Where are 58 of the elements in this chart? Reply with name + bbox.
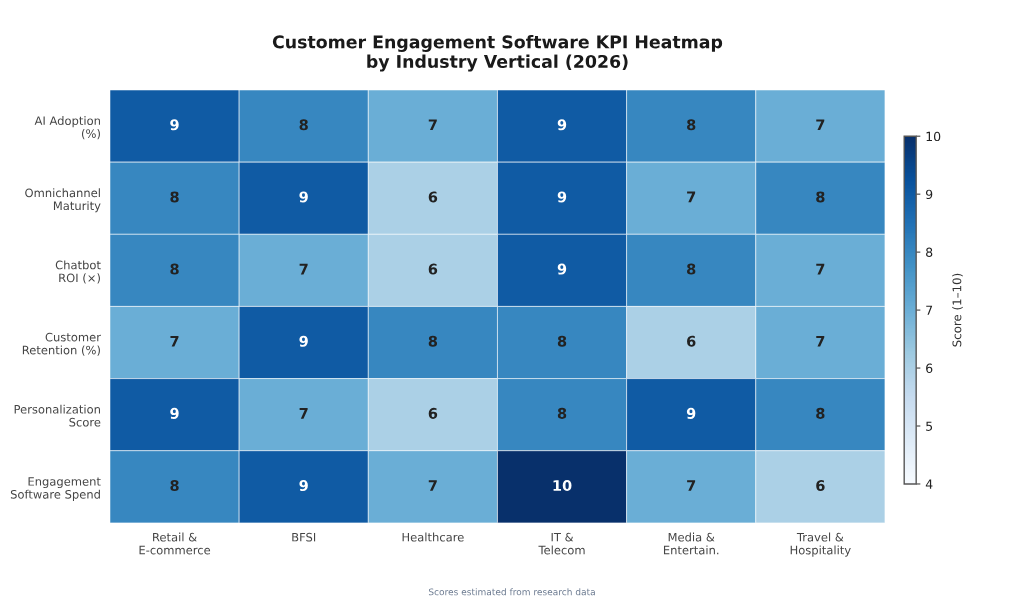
chart-title: Customer Engagement Software KPI Heatmap by Industry Vertical (2026) (272, 34, 723, 72)
color-bar-label: 4 (925, 479, 933, 489)
data-label: 9 (170, 119, 179, 131)
y-tick-label: Customer Retention (%) (22, 332, 101, 356)
data-label: 7 (299, 408, 308, 419)
data-label: 7 (687, 480, 696, 491)
data-label: 6 (816, 480, 825, 492)
data-label: 8 (687, 263, 696, 275)
data-label: 7 (299, 263, 308, 275)
data-label: 9 (557, 263, 567, 275)
color-bar-label: 8 (926, 247, 933, 258)
data-label: 8 (170, 480, 179, 492)
data-label: 9 (170, 407, 179, 419)
data-label: 8 (428, 335, 438, 347)
x-tick-label: BFSI (292, 532, 316, 542)
y-tick-label: Personalization Score (14, 404, 101, 427)
data-label: 8 (170, 263, 179, 275)
color-bar-label: 7 (926, 305, 933, 315)
color-bar-label: 10 (926, 131, 941, 142)
data-label: 9 (299, 191, 308, 203)
data-label: 8 (687, 119, 696, 131)
data-label: 7 (816, 335, 825, 347)
color-bar-label: 5 (926, 421, 933, 431)
color-bar-title: Score (1–10) (952, 273, 963, 347)
text: Scores estimated from research data (428, 588, 595, 596)
data-label: 9 (686, 407, 696, 419)
data-label: 9 (557, 119, 567, 131)
data-label: 6 (428, 407, 438, 419)
data-label: 8 (170, 191, 179, 203)
x-tick-label: Travel & Hospitality (790, 532, 851, 557)
data-label: 6 (687, 335, 696, 347)
color-bar-label: 6 (926, 363, 933, 373)
data-label: 6 (428, 191, 438, 203)
y-tick-label: Chatbot ROI (×) (55, 260, 101, 284)
color-bar-label: 9 (925, 189, 933, 200)
data-label: 7 (687, 191, 696, 203)
x-tick-label: Retail & E-commerce (139, 532, 211, 555)
data-label: 7 (816, 263, 825, 275)
data-label: 6 (428, 263, 438, 275)
data-label: 8 (557, 407, 567, 419)
data-label: 8 (557, 335, 567, 347)
data-label: 7 (170, 335, 179, 347)
y-tick-label: AI Adoption (%) (34, 116, 100, 140)
x-tick-label: IT & Telecom (538, 532, 585, 555)
data-label: 8 (299, 119, 308, 131)
data-label: 9 (557, 191, 567, 203)
data-label: 8 (816, 191, 825, 203)
data-label: 9 (299, 480, 308, 492)
data-label: 7 (428, 480, 437, 491)
x-tick-label: Healthcare (402, 532, 464, 542)
data-label: 10 (553, 480, 572, 492)
x-tick-label: Media & Entertain. (663, 532, 719, 555)
data-label: 7 (428, 119, 437, 131)
y-tick-label: Engagement Software Spend (10, 477, 101, 501)
data-label: 8 (816, 407, 825, 419)
y-tick-label: Omnichannel Maturity (25, 188, 101, 213)
data-label: 7 (816, 119, 825, 131)
data-label: 9 (299, 335, 308, 347)
